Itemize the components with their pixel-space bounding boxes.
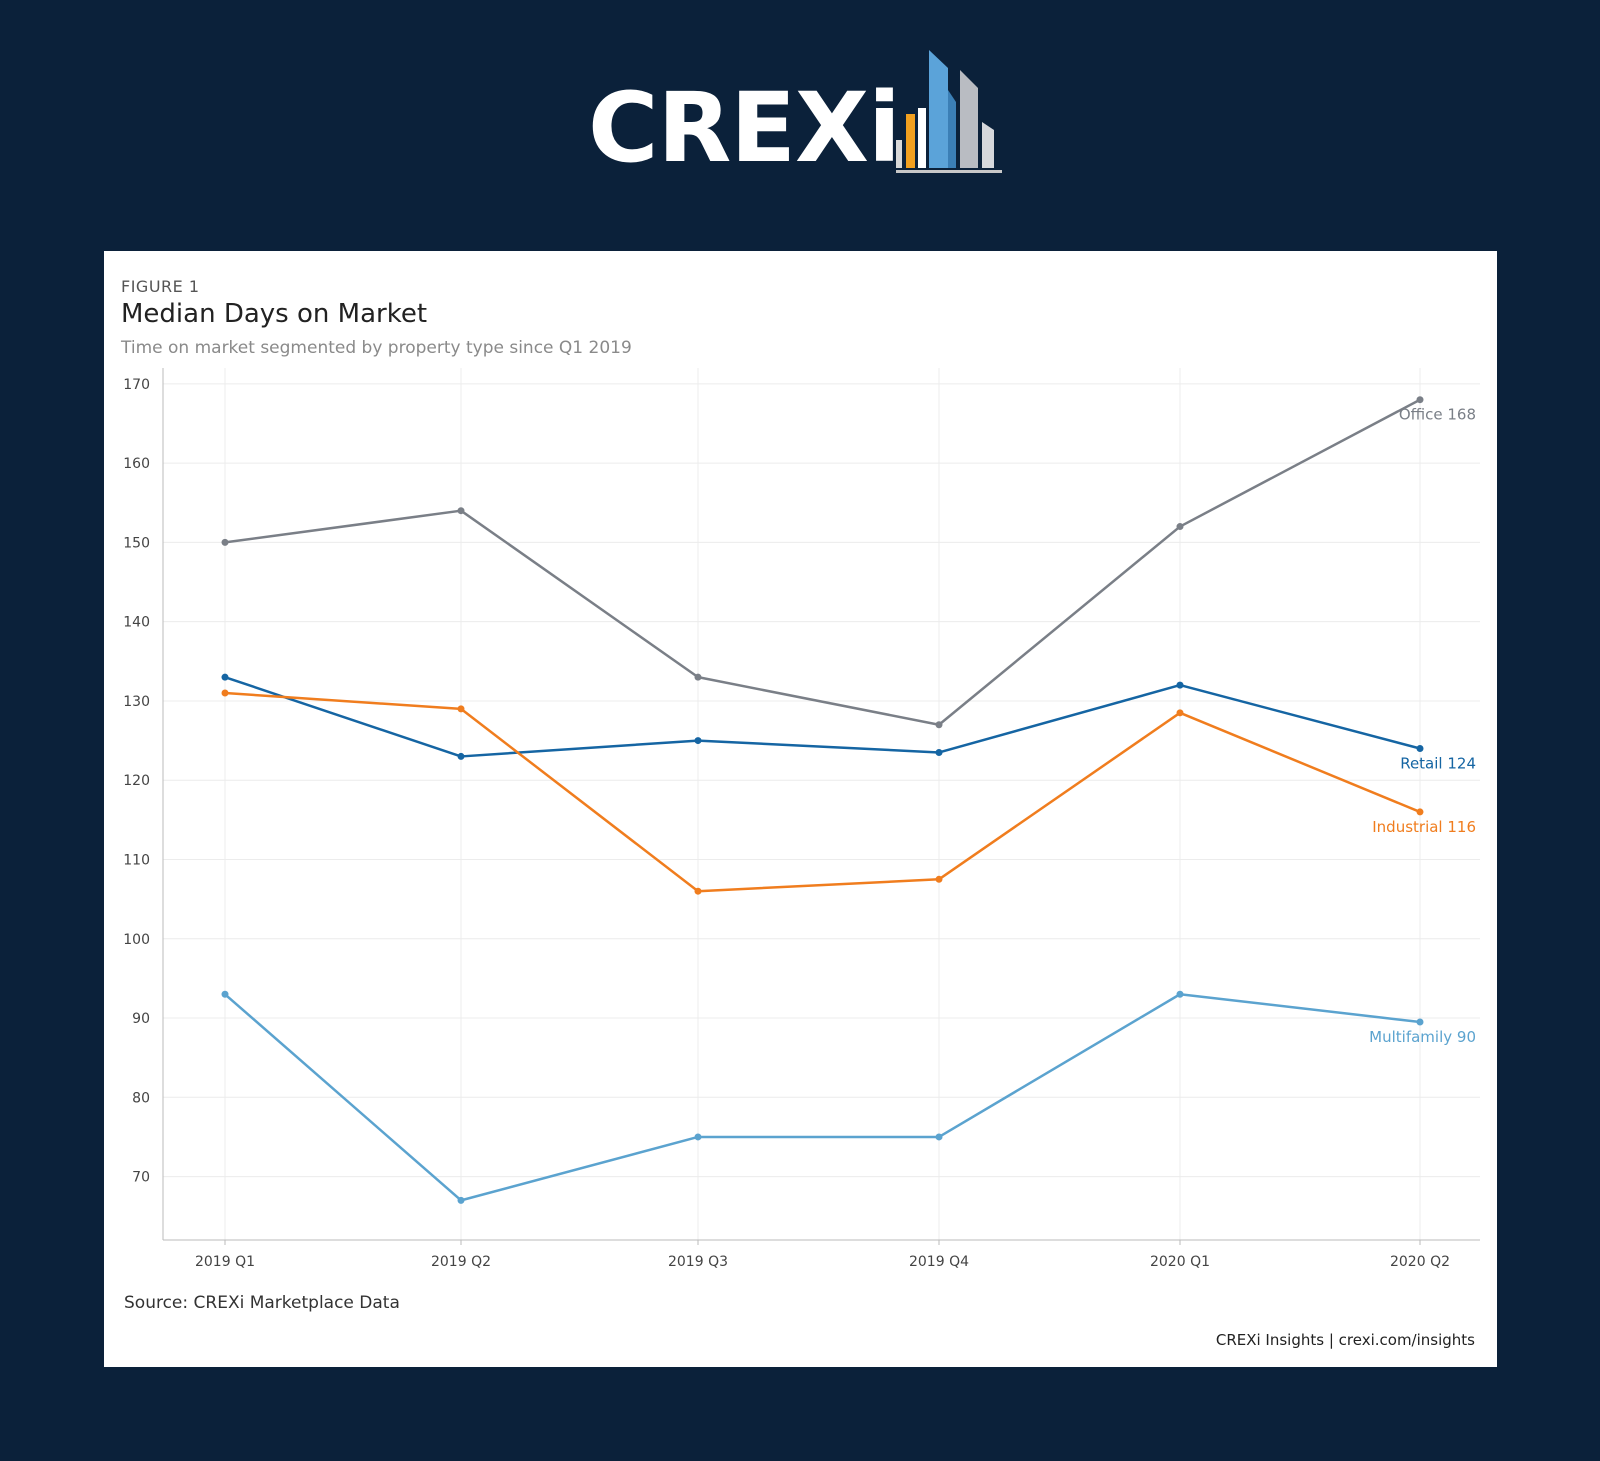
series-end-label-multifamily: Multifamily 90 [1369,1028,1476,1046]
data-point-office [1176,523,1184,531]
x-tick-label: 2020 Q1 [1150,1254,1210,1270]
chart-subtitle: Time on market segmented by property typ… [121,338,632,358]
data-point-industrial [694,887,702,895]
data-point-office [935,721,943,729]
data-point-multifamily [935,1133,943,1141]
x-tick-label: 2019 Q1 [195,1254,255,1270]
data-point-retail [1176,681,1184,689]
data-point-industrial [1176,709,1184,717]
series-line-industrial [224,691,1421,893]
data-point-multifamily [1176,990,1184,998]
y-tick-label: 150 [123,535,150,551]
y-tick-label: 130 [123,694,150,710]
data-point-office [457,507,465,515]
line-chart: 70 80 90 100 110 120 130 140 150 160 170 2019 Q1 201… [123,368,1480,1270]
data-point-industrial [221,689,229,697]
figure-label: FIGURE 1 [121,277,200,296]
chart-title: Median Days on Market [121,299,428,329]
logo-wordmark: CREXi [588,72,901,184]
y-tick-label: 90 [132,1011,150,1027]
series-line-office [224,398,1421,726]
x-tick-label: 2019 Q4 [909,1254,969,1270]
series-line-retail [224,675,1421,758]
y-tick-label: 100 [123,932,150,948]
chart-card: FIGURE 1 Median Days on Market Time on m… [104,251,1497,1367]
data-point-retail [1416,745,1424,753]
source-note: Source: CREXi Marketplace Data [124,1293,400,1313]
data-point-multifamily [457,1196,465,1204]
data-point-multifamily [694,1133,702,1141]
series-end-label-retail: Retail 124 [1400,755,1476,773]
credit-line: CREXi Insights | crexi.com/insights [1215,1331,1475,1349]
data-point-multifamily [1416,1018,1424,1026]
data-point-multifamily [221,990,229,998]
y-tick-label: 70 [132,1170,150,1186]
data-point-industrial [1416,808,1424,816]
data-point-office [1416,396,1424,404]
data-point-office [221,538,229,546]
y-tick-label: 120 [123,773,150,789]
y-tick-label: 160 [123,456,150,472]
y-tick-label: 80 [132,1090,150,1106]
series-line-multifamily [224,993,1421,1202]
data-point-retail [935,748,943,756]
data-point-industrial [935,875,943,883]
series-end-label-industrial: Industrial 116 [1372,818,1476,836]
y-tick-label: 110 [123,852,150,868]
data-point-retail [457,752,465,760]
data-point-retail [694,737,702,745]
series-end-label-office: Office 168 [1399,406,1476,424]
y-tick-label: 140 [123,615,150,631]
x-tick-label: 2019 Q3 [668,1254,728,1270]
data-point-office [694,673,702,681]
x-tick-label: 2020 Q2 [1390,1254,1450,1270]
x-tick-label: 2019 Q2 [431,1254,491,1270]
y-tick-label: 170 [123,377,150,393]
crexi-logo: CREXi [588,50,1018,186]
data-point-retail [221,673,229,681]
data-point-industrial [457,705,465,713]
skyline-logo-icon [896,50,1002,173]
